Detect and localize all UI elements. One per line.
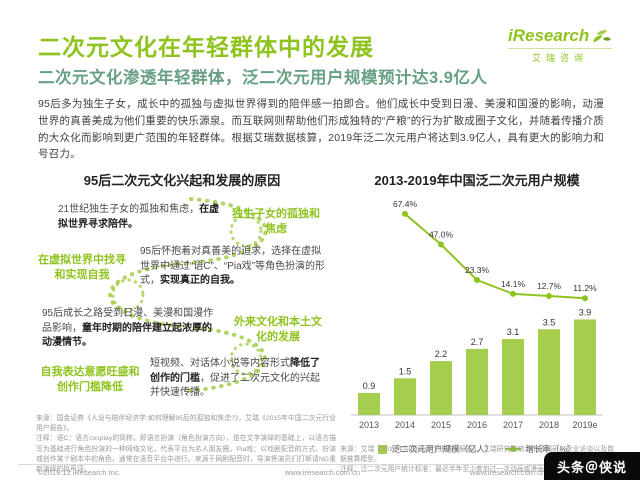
toutiao-watermark: 头条＠侠说 xyxy=(544,452,640,480)
reasons-section: 95后二次元文化兴起和发展的原因 21世纪独生子女的孤独和焦虑，在虚拟世界寻求陪… xyxy=(36,170,328,419)
reason-text-bold: 童年时期的陪伴建立起浓厚的动漫情节。 xyxy=(42,322,212,349)
bar-swatch-icon xyxy=(378,444,388,454)
svg-text:12.7%: 12.7% xyxy=(537,281,562,291)
green-label-creation-threshold: 自我表达意愿旺盛和创作门槛降低 xyxy=(40,366,140,393)
report-subtitle: 二次元文化渗透年轻群体，泛二次元用户规模预计达3.9亿人 xyxy=(38,69,488,87)
svg-text:0.9: 0.9 xyxy=(363,381,376,391)
svg-text:2016: 2016 xyxy=(467,420,487,430)
green-label-virtual-self: 在虚拟世界中找寻和实现自我 xyxy=(38,254,126,281)
reason-text-bold: 实现真正的自我。 xyxy=(160,275,240,286)
svg-text:14.1%: 14.1% xyxy=(501,279,526,289)
svg-text:3.1: 3.1 xyxy=(507,327,520,337)
line-swatch-icon xyxy=(505,446,522,452)
legend-label-line: 增长率（%） xyxy=(525,444,576,454)
svg-text:2019e: 2019e xyxy=(572,420,597,430)
footer-copyright: ©2019.12 iResearch Inc. xyxy=(38,468,121,477)
reason-text: 95后成长之路受到日漫、美漫和国漫作品影响， xyxy=(42,308,214,334)
svg-text:11.2%: 11.2% xyxy=(573,283,597,293)
source-line: 来源：艾瑞《2019年中国动漫行业研究报告》，艾瑞研究院综合市场调研、行业访谈以… xyxy=(340,446,614,464)
svg-text:2015: 2015 xyxy=(431,420,451,430)
chart-legend: 泛二次元用户规模（亿人） 增长率（%） xyxy=(340,443,614,455)
svg-text:23.3%: 23.3% xyxy=(465,265,490,275)
page-title: 二次元文化在年轻群体中的发展 xyxy=(38,34,374,60)
svg-text:2.7: 2.7 xyxy=(471,337,484,347)
intro-paragraph: 95后多为独生子女，成长中的孤独与虚拟世界得到的陪伴感一拍即合。他们成长中受到日… xyxy=(38,98,604,161)
legend-item-bars: 泛二次元用户规模（亿人） xyxy=(378,443,493,455)
user-scale-bar-chart: 0.9 2013 1.5 2014 2.2 2015 2.7 2016 3.1 2017 3.5 20… xyxy=(351,199,603,430)
logo-brand-text: iResearch xyxy=(508,26,590,45)
legend-label-bars: 泛二次元用户规模（亿人） xyxy=(391,444,494,454)
svg-text:3.5: 3.5 xyxy=(543,317,556,327)
reasons-heading: 95后二次元文化兴起和发展的原因 xyxy=(83,173,281,188)
svg-text:2013: 2013 xyxy=(359,420,379,430)
reason-text-loneliness: 21世纪独生子女的孤独和焦虑，在虚拟世界寻求陪伴。 xyxy=(58,203,220,232)
flow-curve-decoration xyxy=(108,197,268,393)
legend-item-line: 增长率（%） xyxy=(505,443,576,455)
reason-text: 短视频、对话体小说等内容形式 xyxy=(150,358,290,369)
svg-text:2.2: 2.2 xyxy=(435,349,448,359)
reason-text: ，促进了二次元文化的兴起并快速传播。 xyxy=(150,372,320,399)
leaf-icon xyxy=(593,30,612,43)
iresearch-logo: iResearch 艾瑞咨询 xyxy=(508,26,612,64)
footer-divider xyxy=(18,464,622,465)
svg-text:2017: 2017 xyxy=(503,420,523,430)
reasons-flow: 21世纪独生子女的孤独和焦虑，在虚拟世界寻求陪伴。 独生子女的孤独和焦虑 在虚拟… xyxy=(36,197,328,419)
svg-text:1.5: 1.5 xyxy=(399,366,412,376)
reason-text-bold: 在虚拟世界寻求陪伴。 xyxy=(58,204,220,230)
reason-text-bold: 降低了创作的门槛 xyxy=(150,358,320,384)
chart-title: 2013-2019年中国泛二次元用户规模 xyxy=(374,173,580,188)
footer-site-right: www.iresearch.com.cn xyxy=(470,468,546,477)
note-line: 注释：语C：语言cosplay的简称，即语言扮演（角色扮演方向），是在文字演绎的… xyxy=(36,435,336,473)
reason-text-roleplay: 95后怀抱着对真善美的追求，选择在虚拟世界中通过“语C”、“Pia戏”等角色扮演… xyxy=(140,245,326,289)
svg-text:2018: 2018 xyxy=(539,420,559,430)
svg-text:67.4%: 67.4% xyxy=(393,199,418,209)
source-line: 来源：国金证券《人设与陪伴经济学:如何理解95后的孤独和焦虑?》，艾瑞《2015… xyxy=(36,415,336,433)
source-note-right: 来源：艾瑞《2019年中国动漫行业研究报告》，艾瑞研究院综合市场调研、行业访谈以… xyxy=(340,445,614,476)
note-line: 注释：泛二次元用户统计标准：最近半年至少参加过一次动画或漫画的消费群体。 xyxy=(340,466,585,474)
reason-text: 95后怀抱着对真善美的追求，选择在虚拟世界中通过“语C”、“Pia戏”等角色扮演… xyxy=(140,246,325,286)
svg-text:47.0%: 47.0% xyxy=(429,230,454,240)
svg-text:2014: 2014 xyxy=(395,420,415,430)
svg-text:3.9: 3.9 xyxy=(579,307,592,317)
source-note-left: 来源：国金证券《人设与陪伴经济学:如何理解95后的孤独和焦虑?》，艾瑞《2015… xyxy=(36,414,336,475)
reason-text-short-video: 短视频、对话体小说等内容形式降低了创作的门槛，促进了二次元文化的兴起并快速传播。 xyxy=(150,357,326,401)
chart-section: 2013-2019年中国泛二次元用户规模 0.9 2013 1.5 2014 2.2 20… xyxy=(340,170,614,455)
reason-text-anime-influence: 95后成长之路受到日漫、美漫和国漫作品影响，童年时期的陪伴建立起浓厚的动漫情节。 xyxy=(42,307,220,351)
green-label-culture-development: 外来文化和本土文化的发展 xyxy=(234,316,322,343)
logo-brand-cn: 艾瑞咨询 xyxy=(508,48,612,64)
reason-text: 21世纪独生子女的孤独和焦虑， xyxy=(58,204,200,215)
green-label-only-child: 独生子女的孤独和焦虑 xyxy=(232,208,320,235)
footer-site-center: www.iresearch.com.cn xyxy=(285,468,361,477)
